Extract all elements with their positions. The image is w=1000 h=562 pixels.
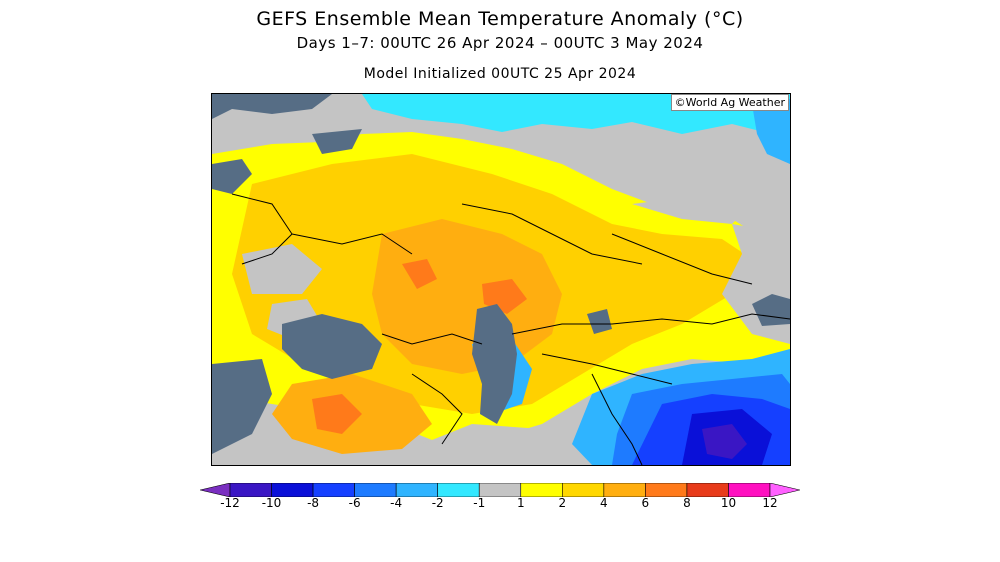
colorbar-segment-1 bbox=[229, 483, 272, 497]
colorbar-segment-14 bbox=[769, 483, 800, 497]
colorbar-segment-2 bbox=[271, 483, 314, 497]
anomaly-map: ©World Ag Weather bbox=[211, 93, 791, 466]
colorbar-tick-label: 12 bbox=[762, 496, 778, 510]
colorbar-segment-9 bbox=[562, 483, 605, 497]
colorbar-tick-label: -6 bbox=[348, 496, 361, 510]
colorbar-tick-label: 6 bbox=[641, 496, 650, 510]
colorbar-segment-6 bbox=[437, 483, 480, 497]
colorbar-segment-8 bbox=[520, 483, 563, 497]
colorbar-segment-10 bbox=[603, 483, 646, 497]
colorbar-segment-13 bbox=[728, 483, 771, 497]
colorbar-segment-3 bbox=[312, 483, 355, 497]
arctic-deeper-negative bbox=[752, 99, 790, 164]
colorbar-segment-4 bbox=[354, 483, 397, 497]
colorbar-segment-7 bbox=[478, 483, 522, 497]
credit-label: ©World Ag Weather bbox=[670, 94, 789, 111]
map-subtitle-init: Model Initialized 00UTC 25 Apr 2024 bbox=[363, 66, 637, 82]
colorbar-tick-label: 2 bbox=[558, 496, 567, 510]
mediterranean-sea bbox=[212, 359, 272, 454]
colorbar-tick-label: -10 bbox=[261, 496, 282, 510]
anomaly-field bbox=[212, 94, 790, 465]
colorbar-tick-label: -2 bbox=[431, 496, 444, 510]
colorbar-tick-label: -8 bbox=[307, 496, 320, 510]
colorbar-segment-12 bbox=[686, 483, 729, 497]
white-sea bbox=[312, 129, 362, 154]
colorbar-tick-label: 4 bbox=[600, 496, 608, 510]
black-sea bbox=[282, 314, 382, 379]
arctic-water bbox=[212, 94, 332, 119]
colorbar-segment-11 bbox=[645, 483, 688, 497]
warm-anomaly-4-6 bbox=[372, 219, 562, 374]
map-subtitle-period: Days 1–7: 00UTC 26 Apr 2024 – 00UTC 3 Ma… bbox=[296, 34, 704, 52]
cold-anomaly-10 bbox=[702, 424, 747, 459]
map-title: GEFS Ensemble Mean Temperature Anomaly (… bbox=[256, 8, 744, 30]
colorbar-tick-label: 8 bbox=[683, 496, 691, 510]
colorbar-segment-0 bbox=[200, 483, 231, 497]
warm-anomaly-6-8 bbox=[312, 394, 362, 434]
colorbar-tick-label: 10 bbox=[720, 496, 737, 510]
colorbar-tick-label: -4 bbox=[390, 496, 403, 510]
caspian-sea bbox=[472, 304, 517, 424]
colorbar-tick-label: -1 bbox=[473, 496, 486, 510]
colorbar-tick-label: -12 bbox=[220, 496, 240, 510]
colorbar bbox=[200, 483, 800, 497]
baltic-sea bbox=[212, 159, 252, 194]
aral-sea bbox=[587, 309, 612, 334]
colorbar-segment-5 bbox=[395, 483, 438, 497]
colorbar-tick-label: 1 bbox=[516, 496, 525, 510]
country-borders bbox=[231, 193, 790, 465]
